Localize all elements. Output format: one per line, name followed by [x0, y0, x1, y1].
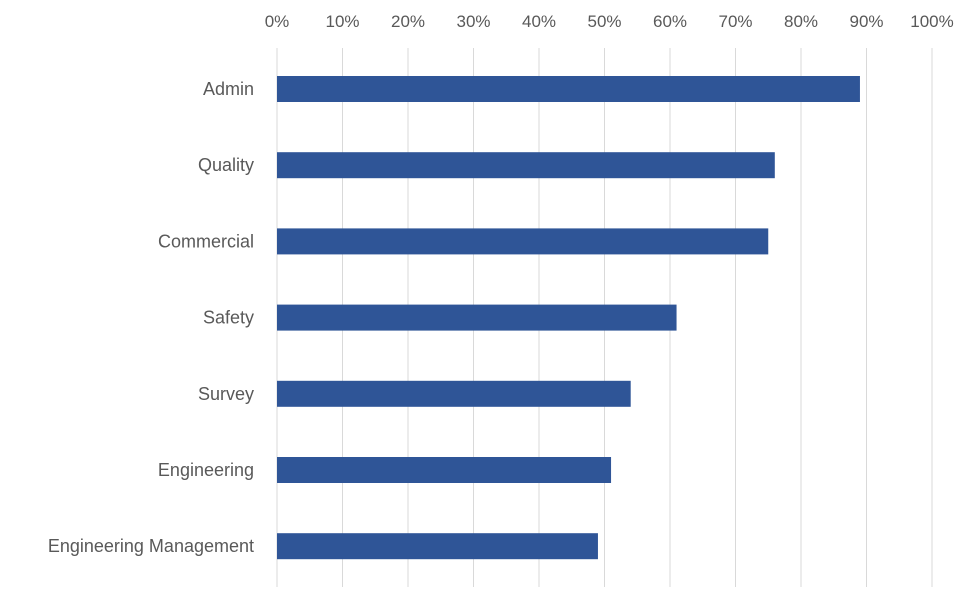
- bar-engineering: [277, 457, 612, 483]
- bars: [277, 76, 860, 560]
- x-tick-label: 30%: [456, 12, 490, 31]
- bar-quality: [277, 152, 775, 179]
- x-tick-label: 0%: [265, 12, 290, 31]
- category-label: Survey: [198, 384, 254, 404]
- x-tick-label: 80%: [784, 12, 818, 31]
- category-label: Commercial: [158, 231, 254, 251]
- category-label: Engineering Management: [48, 536, 254, 556]
- bar-engineering-management: [277, 533, 598, 560]
- x-tick-label: 100%: [910, 12, 953, 31]
- category-labels: Admin Quality Commercial Safety Survey Engine…: [48, 79, 254, 556]
- bar-survey: [277, 380, 631, 407]
- x-tick-label: 40%: [522, 12, 556, 31]
- bar-commercial: [277, 228, 769, 255]
- category-label: Admin: [203, 79, 254, 99]
- x-tick-label: 50%: [587, 12, 621, 31]
- bar-safety: [277, 304, 677, 331]
- x-tick-label: 70%: [718, 12, 752, 31]
- bar-admin: [277, 76, 860, 102]
- x-tick-label: 90%: [849, 12, 883, 31]
- x-tick-label: 60%: [653, 12, 687, 31]
- x-axis-tick-labels: 0% 10% 20% 30% 40% 50% 60% 70% 80% 90% 100%: [265, 12, 954, 31]
- category-label: Quality: [198, 155, 254, 175]
- category-label: Safety: [203, 308, 254, 328]
- category-label: Engineering: [158, 460, 254, 480]
- x-tick-label: 10%: [325, 12, 359, 31]
- x-tick-label: 20%: [391, 12, 425, 31]
